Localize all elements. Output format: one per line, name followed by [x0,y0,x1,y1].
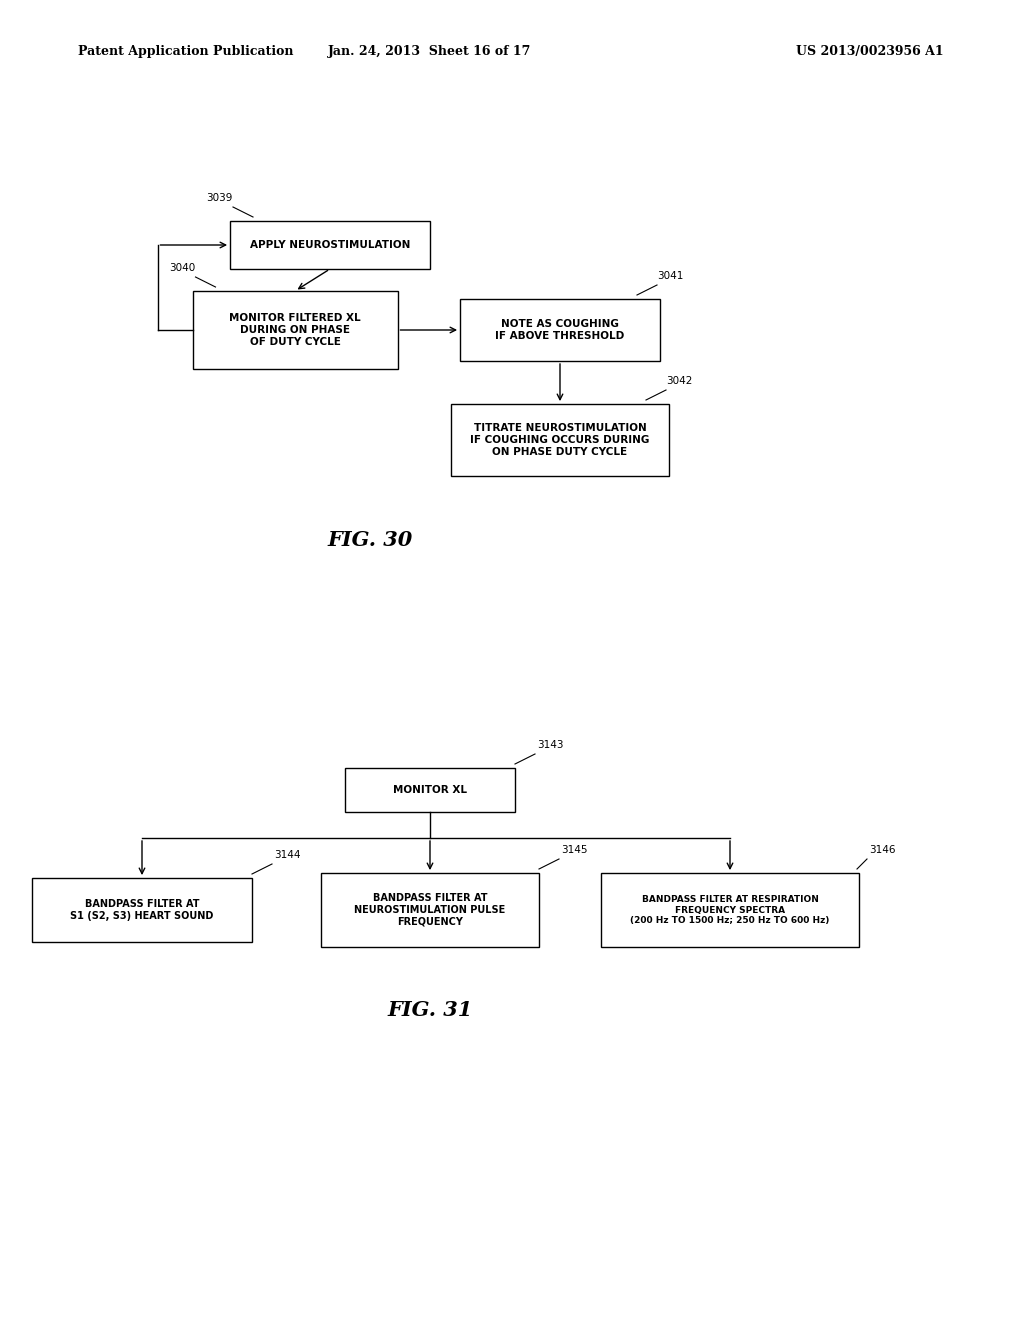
Text: Jan. 24, 2013  Sheet 16 of 17: Jan. 24, 2013 Sheet 16 of 17 [329,45,531,58]
Bar [321,873,539,946]
Text: MONITOR FILTERED XL
DURING ON PHASE
OF DUTY CYCLE: MONITOR FILTERED XL DURING ON PHASE OF D… [229,313,360,347]
Text: BANDPASS FILTER AT
NEUROSTIMULATION PULSE
FREQUENCY: BANDPASS FILTER AT NEUROSTIMULATION PULS… [354,894,506,927]
Text: NOTE AS COUGHING
IF ABOVE THRESHOLD: NOTE AS COUGHING IF ABOVE THRESHOLD [496,319,625,341]
Text: 3039: 3039 [207,193,233,203]
Text: 3145: 3145 [561,845,588,855]
Text: FIG. 30: FIG. 30 [328,531,413,550]
Bar [193,290,397,370]
Text: US 2013/0023956 A1: US 2013/0023956 A1 [797,45,944,58]
Text: TITRATE NEUROSTIMULATION
IF COUGHING OCCURS DURING
ON PHASE DUTY CYCLE: TITRATE NEUROSTIMULATION IF COUGHING OCC… [470,424,649,457]
Text: BANDPASS FILTER AT RESPIRATION
FREQUENCY SPECTRA
(200 Hz TO 1500 Hz; 250 Hz TO 6: BANDPASS FILTER AT RESPIRATION FREQUENCY… [631,895,829,925]
Text: APPLY NEUROSTIMULATION: APPLY NEUROSTIMULATION [250,240,411,249]
Text: FIG. 31: FIG. 31 [387,1001,473,1020]
Text: Patent Application Publication: Patent Application Publication [78,45,294,58]
Text: MONITOR XL: MONITOR XL [393,785,467,795]
Bar [460,300,660,360]
Text: 3146: 3146 [869,845,896,855]
Bar [230,220,430,269]
Text: 3144: 3144 [274,850,300,861]
Text: BANDPASS FILTER AT
S1 (S2, S3) HEART SOUND: BANDPASS FILTER AT S1 (S2, S3) HEART SOU… [71,899,214,921]
Bar [32,878,252,942]
Bar [345,768,515,812]
Bar [451,404,669,477]
Bar [601,873,859,946]
Text: 3041: 3041 [657,271,683,281]
Text: 3042: 3042 [666,376,692,385]
Text: 3040: 3040 [169,263,196,273]
Text: 3143: 3143 [537,741,563,750]
